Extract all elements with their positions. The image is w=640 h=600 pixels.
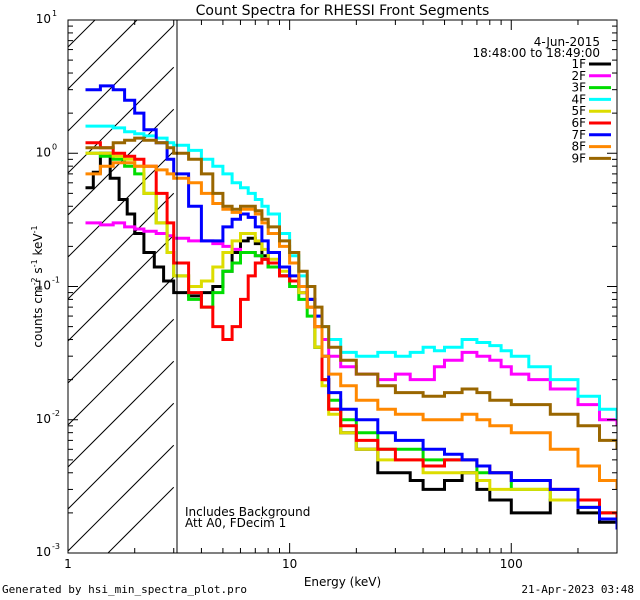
x-tick-label: 1 bbox=[64, 557, 72, 571]
hatch-line bbox=[68, 20, 96, 48]
legend-label: 2F bbox=[571, 69, 586, 83]
hatch-line bbox=[107, 486, 175, 553]
hatch-line bbox=[68, 20, 138, 90]
series-1F bbox=[85, 151, 617, 530]
hatch-line bbox=[68, 276, 175, 384]
date-label: 4-Jun-2015 bbox=[534, 35, 600, 49]
x-axis-label: Energy (keV) bbox=[304, 575, 381, 589]
series-7F bbox=[85, 84, 617, 530]
y-tick-label: 10 bbox=[36, 12, 51, 26]
legend-label: 5F bbox=[571, 104, 586, 118]
chart-title: Count Spectra for RHESSI Front Segments bbox=[196, 3, 490, 19]
time-range-label: 18:48:00 to 18:49:00 bbox=[473, 46, 600, 60]
y-tick-exponent: 1 bbox=[52, 9, 57, 18]
series-2F bbox=[85, 221, 617, 426]
y-tick-exponent: -3 bbox=[52, 542, 60, 551]
generated-timestamp: 21-Apr-2023 03:48 bbox=[521, 583, 634, 596]
series-3F bbox=[85, 151, 617, 523]
hatch-line bbox=[68, 402, 175, 510]
x-tick-label: 10 bbox=[282, 557, 297, 571]
series-8F bbox=[85, 161, 617, 490]
legend-label: 7F bbox=[571, 128, 586, 142]
series-9F bbox=[85, 136, 617, 450]
annotation-background: Includes Background bbox=[185, 505, 310, 519]
y-tick-label: 10 bbox=[36, 545, 51, 559]
legend-label: 8F bbox=[571, 140, 586, 154]
y-tick-exponent: -1 bbox=[52, 276, 60, 285]
x-tick-label: 100 bbox=[500, 557, 523, 571]
annotation-attenuator: Att A0, FDecim 1 bbox=[185, 516, 286, 530]
series-layer bbox=[85, 84, 617, 530]
plot-frame bbox=[67, 19, 618, 554]
hatch-line bbox=[68, 150, 175, 258]
hatch-line bbox=[68, 192, 175, 300]
legend-label: 6F bbox=[571, 116, 586, 130]
generated-by-note: Generated by hsi_min_spectra_plot.pro bbox=[2, 583, 248, 596]
y-tick-label: 10 bbox=[36, 412, 51, 426]
legend-label: 3F bbox=[571, 81, 586, 95]
hatch-line bbox=[68, 0, 174, 5]
legend-label: 4F bbox=[571, 92, 586, 106]
y-tick-exponent: 0 bbox=[52, 142, 57, 151]
y-tick-label: 10 bbox=[36, 145, 51, 159]
axis-ticks bbox=[67, 19, 618, 554]
hatch-line bbox=[68, 66, 175, 174]
y-tick-exponent: -2 bbox=[52, 409, 60, 418]
y-tick-label: 10 bbox=[36, 279, 51, 293]
hatch-line bbox=[68, 24, 175, 132]
y-axis-label: counts cm-2 s-1 keV-1 bbox=[30, 225, 45, 347]
hatch-line bbox=[68, 360, 175, 468]
hatch-line bbox=[68, 444, 175, 552]
series-6F bbox=[85, 141, 617, 519]
series-5F bbox=[85, 151, 617, 519]
hatch-line bbox=[68, 318, 175, 426]
legend-label: 1F bbox=[571, 57, 586, 71]
hatch-line bbox=[68, 234, 175, 342]
legend-label: 9F bbox=[571, 151, 586, 165]
